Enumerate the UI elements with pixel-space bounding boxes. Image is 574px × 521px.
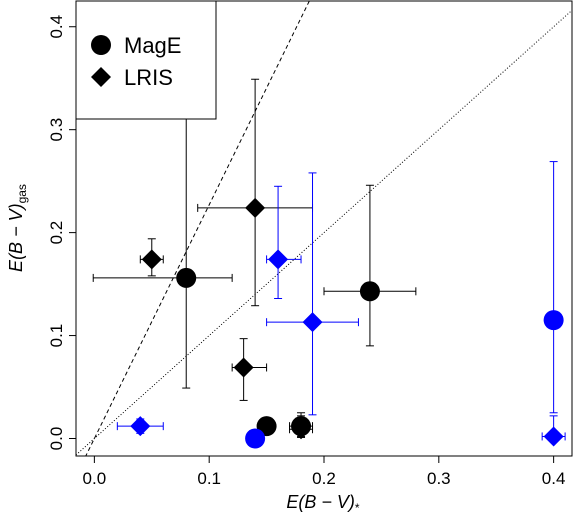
x-axis-label: E(B − V)* <box>286 492 360 515</box>
plot-area <box>76 1 572 456</box>
marker-diamond <box>141 249 162 270</box>
y-tick-label: 0.4 <box>47 15 66 39</box>
x-tick-label: 0.4 <box>542 469 566 488</box>
x-label-main: E(B − V) <box>286 492 355 512</box>
marker-diamond <box>91 67 111 87</box>
marker-diamond <box>302 312 323 333</box>
marker-diamond <box>291 419 312 440</box>
legend-label: LRIS <box>124 65 173 90</box>
y-label-sub: gas <box>15 184 29 203</box>
marker-diamond <box>130 416 151 437</box>
marker-diamond <box>245 197 266 218</box>
legend-box <box>75 0 217 120</box>
y-label-main: E(B − V) <box>6 203 26 272</box>
marker-circle <box>543 310 564 331</box>
plot-frame <box>75 0 573 457</box>
marker-circle <box>176 267 197 288</box>
x-label-sub: * <box>355 501 360 515</box>
y-tick-label: 0.3 <box>47 118 66 142</box>
legend-label: MagE <box>124 33 181 58</box>
marker-circle <box>91 35 111 55</box>
y-tick-label: 0.1 <box>47 324 66 348</box>
marker-diamond <box>543 426 564 447</box>
marker-circle <box>245 428 266 449</box>
x-tick-label: 0.0 <box>83 469 107 488</box>
marker-circle <box>359 281 380 302</box>
y-tick-label: 0.2 <box>47 221 66 245</box>
x-tick-label: 0.2 <box>312 469 336 488</box>
y-tick-label: 0.0 <box>47 427 66 451</box>
reference-line <box>76 9 572 456</box>
y-axis-label: E(B − V)gas <box>6 184 29 272</box>
marker-diamond <box>268 249 289 270</box>
x-tick-label: 0.1 <box>197 469 221 488</box>
marker-diamond <box>233 357 254 378</box>
x-tick-label: 0.3 <box>427 469 451 488</box>
